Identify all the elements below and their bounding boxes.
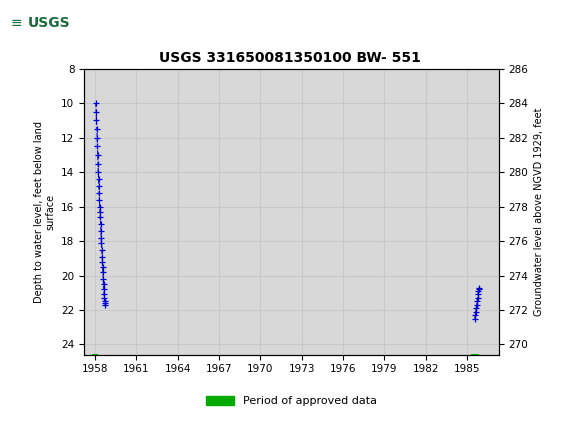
Bar [6,3,87,42]
Text: USGS 331650081350100 BW- 551: USGS 331650081350100 BW- 551 [159,51,421,65]
Y-axis label: Depth to water level, feet below land
surface: Depth to water level, feet below land su… [34,121,56,303]
Legend: Period of approved data: Period of approved data [202,391,381,411]
Text: ≡: ≡ [10,15,22,30]
Text: USGS: USGS [28,15,71,30]
Bar [3,2,93,43]
Text: ≋USGS: ≋USGS [12,15,71,30]
Y-axis label: Groundwater level above NGVD 1929, feet: Groundwater level above NGVD 1929, feet [534,108,544,316]
